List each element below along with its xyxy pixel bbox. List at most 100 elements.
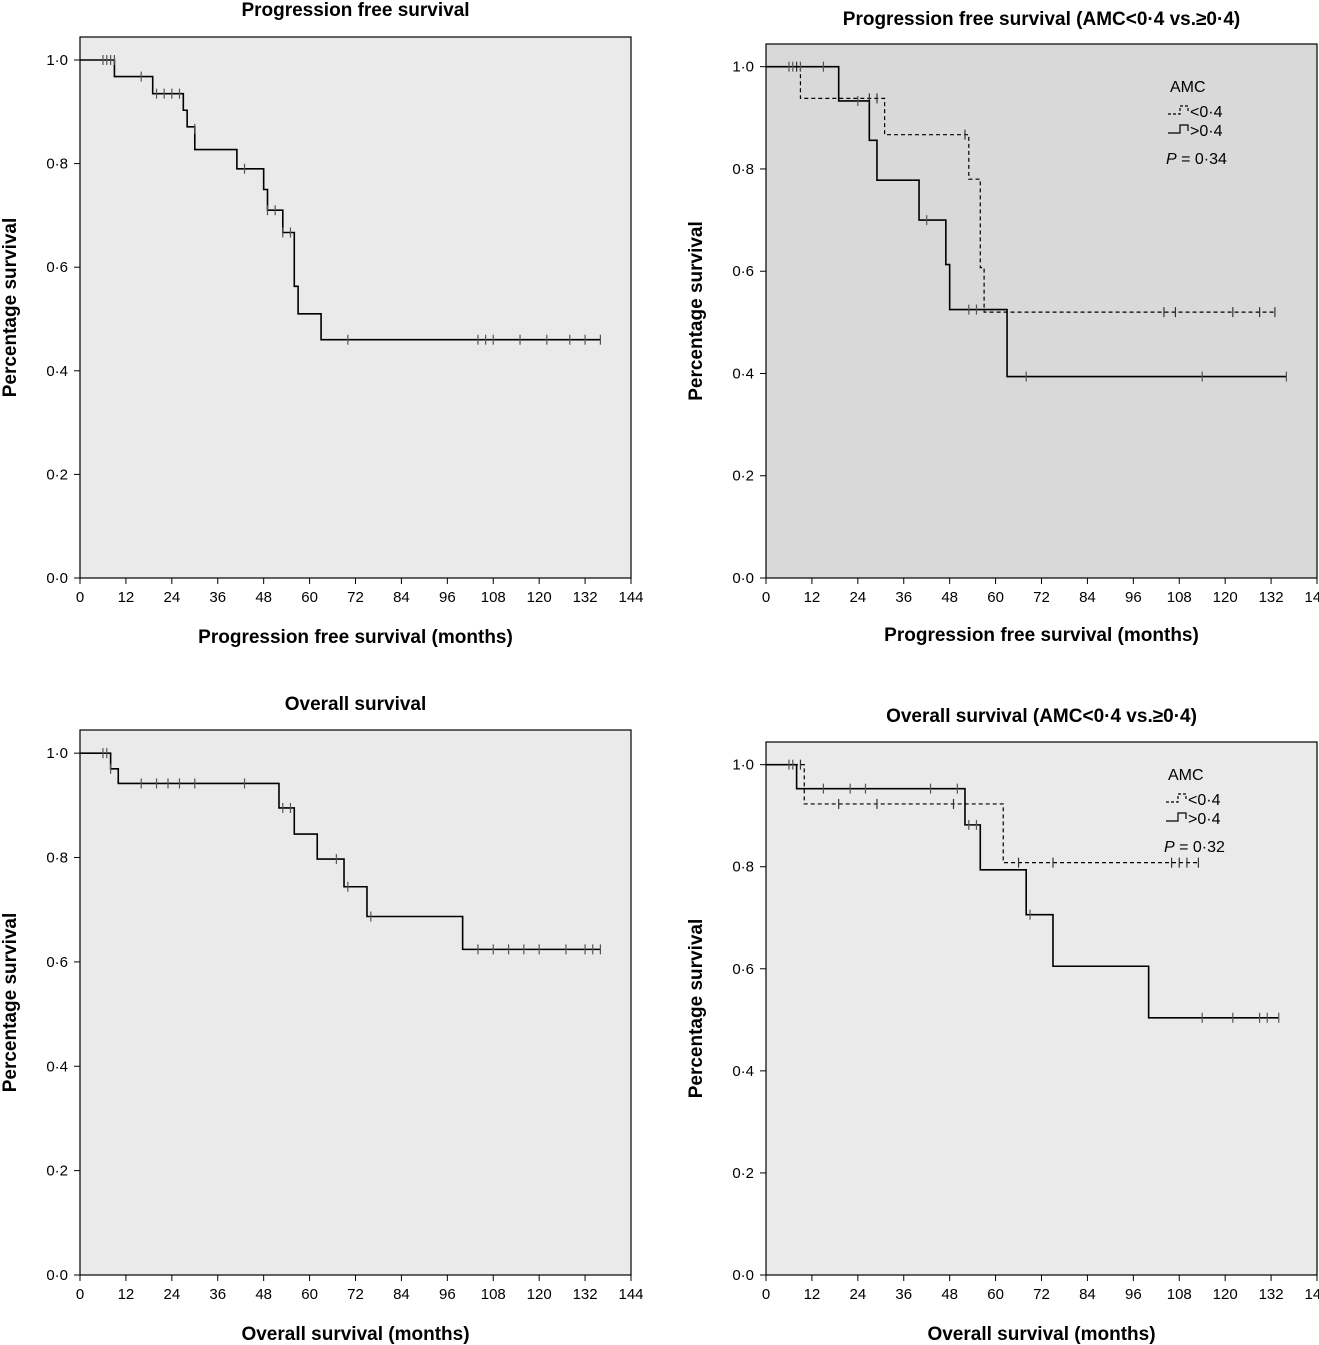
p-value: P = 0·34: [1166, 151, 1227, 168]
y-tick-label: 0·2: [732, 468, 754, 485]
x-tick-label: 0: [762, 589, 770, 606]
series-line: [80, 752, 601, 951]
legend-swatch: [1166, 793, 1187, 803]
x-axis-label: Overall survival (months): [241, 1324, 469, 1345]
legend-entry: <0·4: [1190, 104, 1223, 121]
y-tick-label: 0·6: [732, 263, 754, 280]
x-tick-label: 132: [573, 589, 598, 606]
plot-area: [765, 741, 1318, 1276]
x-tick-label: 72: [347, 589, 364, 606]
y-axis-label: Percentage survival: [0, 913, 21, 1093]
x-tick-label: 60: [987, 1286, 1004, 1303]
y-tick-label: 1·0: [732, 59, 754, 76]
y-tick-label: 1·0: [46, 745, 68, 762]
series-line-amc-high: [766, 65, 1287, 378]
x-tick-label: 120: [527, 1286, 552, 1303]
y-tick-label: 0·4: [732, 365, 754, 382]
y-tick-label: 0·0: [732, 570, 754, 587]
x-tick-label: 120: [1213, 1286, 1238, 1303]
x-tick-label: 84: [393, 1286, 410, 1303]
x-tick-label: 96: [439, 589, 456, 606]
y-tick-label: 0·2: [732, 1165, 754, 1182]
chart-title: Overall survival: [285, 694, 427, 715]
x-tick-label: 48: [255, 589, 272, 606]
legend-swatch: [1166, 812, 1187, 822]
y-tick-label: 0·8: [732, 161, 754, 178]
legend: AMC <0·4 >0·4 P = 0·34: [1166, 79, 1227, 168]
x-tick-label: 36: [209, 589, 226, 606]
plot-area: [79, 36, 632, 579]
y-tick-label: 1·0: [732, 757, 754, 774]
legend: AMC <0·4 >0·4 P = 0·32: [1164, 767, 1225, 856]
x-tick-label: 0: [762, 1286, 770, 1303]
y-tick-label: 0·6: [46, 954, 68, 971]
x-tick-label: 120: [1213, 589, 1238, 606]
x-tick-label: 12: [118, 1286, 135, 1303]
chart-os: Overall survival 0 12 24 36 48 60 72 84 96 108 120 1…: [0, 694, 644, 1345]
p-value: P = 0·32: [1164, 839, 1225, 856]
x-tick-label: 0: [76, 1286, 84, 1303]
y-axis-label: Percentage survival: [0, 218, 21, 398]
chart-os-amc: Overall survival (AMC<0·4 vs.≥0·4) 0 12 24 3…: [686, 706, 1319, 1345]
y-tick-label: 0·0: [732, 1267, 754, 1284]
series-line-amc-high: [766, 763, 1279, 1019]
legend-swatch: [1168, 105, 1189, 115]
legend-swatch: [1168, 124, 1189, 134]
x-tick-label: 72: [1033, 1286, 1050, 1303]
x-tick-label: 24: [163, 1286, 180, 1303]
x-axis-label: Overall survival (months): [927, 1324, 1155, 1345]
x-tick-label: 84: [1079, 589, 1096, 606]
x-tick-label: 48: [255, 1286, 272, 1303]
legend-title: AMC: [1168, 767, 1204, 784]
y-tick-label: 0·6: [732, 961, 754, 978]
x-tick-label: 96: [1125, 1286, 1142, 1303]
y-tick-label: 0·0: [46, 570, 68, 587]
x-tick-label: 12: [804, 589, 821, 606]
y-tick-label: 0·8: [732, 859, 754, 876]
x-tick-label: 0: [76, 589, 84, 606]
y-axis-label: Percentage survival: [686, 221, 707, 401]
x-tick-label: 60: [987, 589, 1004, 606]
plot-area: [765, 43, 1318, 579]
legend-entry: <0·4: [1188, 792, 1221, 809]
x-tick-label: 24: [849, 1286, 866, 1303]
x-tick-label: 36: [895, 589, 912, 606]
y-tick-label: 0·6: [46, 259, 68, 276]
y-tick-label: 0·4: [732, 1063, 754, 1080]
x-tick-label: 108: [1167, 1286, 1192, 1303]
x-tick-label: 60: [301, 1286, 318, 1303]
x-tick-label: 144: [1304, 1286, 1319, 1303]
x-tick-label: 144: [618, 589, 643, 606]
series-line: [80, 59, 601, 341]
x-tick-label: 36: [895, 1286, 912, 1303]
x-tick-label: 132: [573, 1286, 598, 1303]
x-tick-label: 108: [481, 589, 506, 606]
x-axis-label: Progression free survival (months): [884, 625, 1199, 646]
x-tick-label: 108: [481, 1286, 506, 1303]
chart-title: Overall survival (AMC<0·4 vs.≥0·4): [886, 706, 1197, 727]
plot-area: [79, 729, 632, 1276]
chart-title: Progression free survival: [241, 0, 469, 21]
x-tick-label: 96: [1125, 589, 1142, 606]
x-tick-label: 84: [1079, 1286, 1096, 1303]
x-tick-label: 24: [163, 589, 180, 606]
x-tick-label: 36: [209, 1286, 226, 1303]
chart-pfs: Progression free survival 0 12 24 36 48 60 72 84…: [0, 0, 644, 648]
x-tick-label: 72: [347, 1286, 364, 1303]
legend-entry: >0·4: [1188, 811, 1221, 828]
x-tick-label: 60: [301, 589, 318, 606]
chart-title: Progression free survival (AMC<0·4 vs.≥0…: [843, 9, 1240, 30]
y-tick-label: 0·2: [46, 1163, 68, 1180]
x-tick-label: 48: [941, 1286, 958, 1303]
chart-pfs-amc: Progression free survival (AMC<0·4 vs.≥0…: [686, 9, 1319, 646]
y-tick-label: 0·0: [46, 1267, 68, 1284]
x-tick-label: 24: [849, 589, 866, 606]
series-line-amc-low: [766, 764, 1199, 864]
legend-title: AMC: [1170, 79, 1206, 96]
y-tick-label: 0·2: [46, 466, 68, 483]
x-tick-label: 12: [118, 589, 135, 606]
y-axis-label: Percentage survival: [686, 919, 707, 1099]
y-tick-label: 0·4: [46, 1058, 68, 1075]
x-tick-label: 120: [527, 589, 552, 606]
y-tick-label: 0·4: [46, 363, 68, 380]
